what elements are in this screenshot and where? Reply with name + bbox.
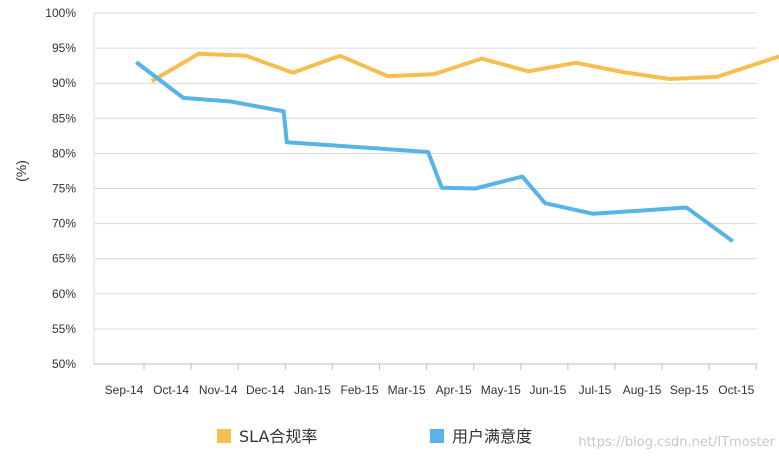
legend-swatch <box>430 429 444 443</box>
watermark-text: https://blog.csdn.net/ITmoster <box>578 435 775 450</box>
x-tick-label: Oct-14 <box>153 383 189 397</box>
x-tick-label: Apr-15 <box>436 383 472 397</box>
series-line <box>134 60 734 243</box>
x-tick-label: May-15 <box>481 383 521 397</box>
y-tick-label: 55% <box>52 322 76 336</box>
legend-label: SLA合规率 <box>239 427 317 446</box>
y-tick-label: 65% <box>52 252 76 266</box>
x-tick-label: Sep-15 <box>670 383 709 397</box>
x-tick-label: Oct-15 <box>718 383 754 397</box>
x-tick-label: Jul-15 <box>579 383 612 397</box>
y-tick-label: 90% <box>52 76 76 90</box>
grid-lines <box>93 12 757 365</box>
x-tick-label: Dec-14 <box>246 383 285 397</box>
x-tick-label: Sep-14 <box>105 383 144 397</box>
y-tick-label: 75% <box>52 182 76 196</box>
x-tick-label: Mar-15 <box>388 383 426 397</box>
series-line <box>150 51 779 83</box>
x-tick-label: Nov-14 <box>199 383 238 397</box>
y-tick-label: 80% <box>52 146 76 160</box>
legend-label: 用户满意度 <box>452 427 532 446</box>
legend-swatch <box>217 429 231 443</box>
y-tick-label: 100% <box>45 6 76 20</box>
x-tick-label: Aug-15 <box>623 383 662 397</box>
x-axis: Sep-14 Oct-14 Nov-14 Dec-14 Jan-15 Feb-15 Mar-… <box>105 364 757 397</box>
legend: SLA合规率 用户满意度 <box>217 427 532 446</box>
x-tick-label: Feb-15 <box>340 383 378 397</box>
y-tick-label: 50% <box>52 357 76 371</box>
x-tick-label: Jun-15 <box>530 383 567 397</box>
y-axis-title: (%) <box>13 160 29 182</box>
y-tick-label: 95% <box>52 41 76 55</box>
x-tick-label: Jan-15 <box>294 383 331 397</box>
y-tick-label: 60% <box>52 287 76 301</box>
y-axis: 50% 55% 60% 65% 70% 75% 80% 85% 90% 95% 100% <box>45 6 76 371</box>
series-lines <box>134 51 779 243</box>
y-tick-label: 85% <box>52 111 76 125</box>
y-tick-label: 70% <box>52 217 76 231</box>
